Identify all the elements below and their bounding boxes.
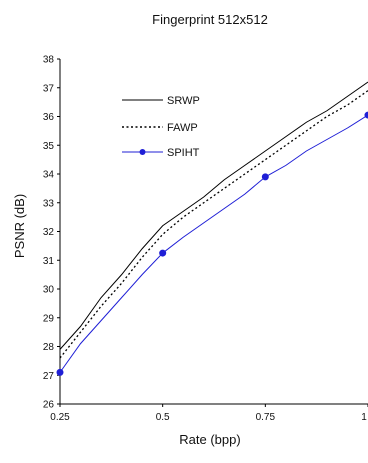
y-tick-label: 35 xyxy=(43,141,55,152)
y-tick-label: 38 xyxy=(43,55,55,66)
y-axis-label: PSNR (dB) xyxy=(12,194,27,258)
y-tick-label: 32 xyxy=(43,227,55,238)
data-point-spiht xyxy=(56,368,64,376)
axes: 26 27 28 29 30 31 32 33 34 35 36 37 38 0.25 0.5 0.75 1 xyxy=(43,55,368,423)
y-tick-label: 33 xyxy=(43,198,55,209)
legend-label-fawp: FAWP xyxy=(167,122,198,134)
y-tick-label: 26 xyxy=(43,400,55,411)
series-lines xyxy=(59,81,368,373)
legend-label-spiht: SPIHT xyxy=(167,147,200,159)
y-tick-label: 37 xyxy=(43,83,55,94)
legend: SRWP FAWP SPIHT xyxy=(122,95,200,159)
y-tick-label: 27 xyxy=(43,371,55,382)
x-tick-label: 0.75 xyxy=(256,412,276,423)
y-tick-label: 31 xyxy=(43,256,55,267)
x-axis-label: Rate (bpp) xyxy=(179,432,240,447)
x-tick-label: 0.5 xyxy=(156,412,170,423)
data-point-spiht xyxy=(159,249,167,257)
series-line-srwp xyxy=(59,81,368,350)
series-line-spiht xyxy=(59,114,368,373)
chart-title: Fingerprint 512x512 xyxy=(152,12,268,27)
y-tick-label: 36 xyxy=(43,112,55,123)
data-point-spiht xyxy=(364,111,368,119)
legend-marker-spiht xyxy=(139,149,146,155)
data-point-spiht xyxy=(261,173,269,181)
legend-label-srwp: SRWP xyxy=(167,95,200,107)
series-line-fawp xyxy=(59,90,368,359)
y-tick-label: 28 xyxy=(43,342,55,353)
x-tick-label: 1 xyxy=(361,412,367,423)
y-tick-label: 34 xyxy=(43,170,55,181)
x-tick-label: 0.25 xyxy=(50,412,70,423)
series-markers xyxy=(56,111,368,376)
y-tick-label: 29 xyxy=(43,313,55,324)
y-tick-label: 30 xyxy=(43,285,55,296)
